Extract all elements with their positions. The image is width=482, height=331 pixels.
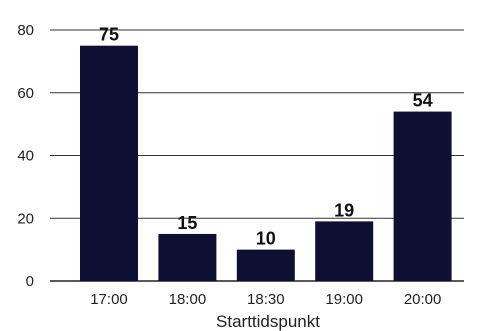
x-tick-label: 17:00: [90, 291, 128, 308]
bar: [236, 249, 295, 281]
bar: [393, 111, 452, 281]
bars: [80, 45, 452, 281]
bar-value-label: 15: [177, 213, 197, 233]
bar-value-label: 10: [256, 229, 276, 249]
bar: [80, 45, 138, 281]
y-axis-ticks: 0 20 40 60 80: [17, 22, 34, 290]
x-tick-label: 18:30: [247, 291, 285, 308]
y-tick-label: 40: [17, 148, 34, 165]
x-tick-label: 18:00: [169, 291, 207, 308]
y-tick-label: 80: [17, 22, 34, 39]
value-labels: 75 15 10 19 54: [99, 25, 433, 249]
bar-value-label: 19: [334, 200, 354, 220]
x-axis-title: Starttidspunkt: [216, 312, 320, 331]
x-tick-label: 20:00: [404, 291, 442, 308]
y-tick-label: 20: [17, 210, 34, 227]
x-axis-ticks: 17:00 18:00 18:30 19:00 20:00: [90, 291, 441, 308]
x-tick-label: 19:00: [325, 291, 363, 308]
y-tick-label: 60: [17, 85, 34, 102]
bar: [158, 233, 217, 281]
bar-value-label: 75: [99, 25, 119, 45]
y-tick-label: 0: [26, 273, 34, 290]
bar: [315, 221, 374, 281]
bar-value-label: 54: [413, 91, 433, 111]
